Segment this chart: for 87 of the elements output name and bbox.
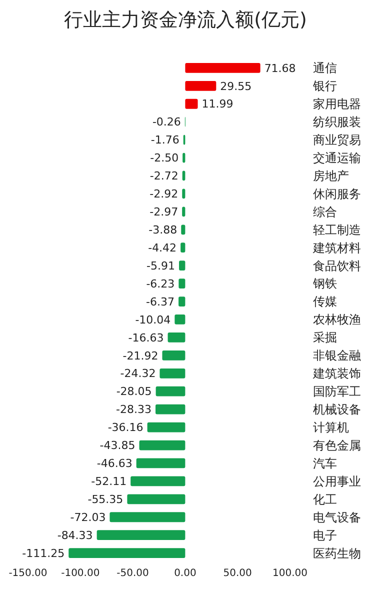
y-tick-label: 非银金融 xyxy=(313,348,361,363)
bar xyxy=(181,224,186,235)
data-label: -36.16 xyxy=(108,421,144,434)
y-tick-label: 计算机 xyxy=(313,420,349,434)
x-tick-label: 0.00 xyxy=(174,568,196,579)
y-tick-label: 建筑材料 xyxy=(312,240,361,255)
bar xyxy=(156,404,186,414)
data-label: -28.05 xyxy=(116,385,152,398)
bar xyxy=(110,512,186,522)
data-label: 11.99 xyxy=(202,98,234,111)
bar xyxy=(178,278,186,288)
bar xyxy=(156,386,186,396)
y-tick-label: 化工 xyxy=(313,492,337,506)
data-label: -2.92 xyxy=(150,188,178,201)
bar xyxy=(127,494,186,504)
bar xyxy=(162,350,186,360)
bar xyxy=(185,63,260,73)
data-label: -5.91 xyxy=(146,259,176,272)
data-label: -43.85 xyxy=(100,439,136,452)
data-label: -2.72 xyxy=(150,170,178,183)
bar xyxy=(185,80,216,91)
bar xyxy=(96,530,186,540)
data-label: -24.32 xyxy=(120,367,156,380)
bar xyxy=(68,548,186,558)
x-tick-label: 100.00 xyxy=(272,568,308,579)
x-tick-label: -100.00 xyxy=(61,568,100,579)
bar xyxy=(179,260,186,271)
bar xyxy=(136,458,186,468)
x-tick-label: -50.00 xyxy=(116,568,149,579)
data-label: -28.33 xyxy=(116,403,152,416)
data-label: -2.97 xyxy=(150,206,178,219)
x-tick-label: -150.00 xyxy=(8,568,48,579)
y-tick-label: 国防军工 xyxy=(313,384,361,399)
y-tick-label: 家用电器 xyxy=(313,97,361,112)
data-label: 71.68 xyxy=(264,62,296,75)
data-label: -0.26 xyxy=(152,116,181,129)
bar xyxy=(182,206,186,217)
y-tick-label: 汽车 xyxy=(313,456,337,470)
data-label: -16.63 xyxy=(128,331,164,344)
data-label: -84.33 xyxy=(57,528,93,542)
y-tick-label: 轻工制造 xyxy=(313,222,361,237)
bar xyxy=(180,242,186,253)
y-tick-label: 电气设备 xyxy=(313,510,361,524)
data-label: 29.55 xyxy=(220,80,252,93)
data-label: -55.35 xyxy=(88,493,124,506)
y-tick-label: 电子 xyxy=(313,528,337,542)
y-tick-label: 纺织服装 xyxy=(313,115,361,130)
y-tick-label: 农林牧渔 xyxy=(313,312,361,327)
bar xyxy=(174,314,186,324)
y-tick-label: 银行 xyxy=(312,79,337,94)
y-tick-label: 采掘 xyxy=(313,330,337,345)
data-label: -6.37 xyxy=(146,295,175,308)
data-label: -111.25 xyxy=(22,546,65,560)
y-tick-label: 食品饮料 xyxy=(313,258,361,273)
data-label: -1.76 xyxy=(150,134,180,147)
bar xyxy=(185,98,198,109)
data-label: -2.50 xyxy=(150,152,179,165)
y-tick-label: 公用事业 xyxy=(313,474,361,488)
y-tick-label: 通信 xyxy=(313,61,337,76)
data-label: -3.88 xyxy=(148,223,178,236)
bar xyxy=(182,188,186,199)
data-label: -4.42 xyxy=(148,241,177,254)
y-tick-label: 传媒 xyxy=(313,294,337,309)
y-tick-label: 交通运输 xyxy=(313,150,361,165)
bar xyxy=(160,368,186,378)
y-tick-label: 机械设备 xyxy=(313,402,361,417)
y-tick-label: 医药生物 xyxy=(313,546,361,560)
bar xyxy=(139,440,186,450)
data-label: -52.11 xyxy=(91,475,127,488)
y-tick-label: 商业贸易 xyxy=(313,133,361,148)
y-tick-label: 建筑装饰 xyxy=(312,366,361,381)
data-label: -6.23 xyxy=(146,277,175,290)
bar xyxy=(168,332,186,342)
chart-title: 行业主力资金净流入额(亿元) xyxy=(64,9,307,31)
data-label: -21.92 xyxy=(122,349,158,362)
data-label: -46.63 xyxy=(96,457,132,470)
y-tick-label: 有色金属 xyxy=(313,438,361,452)
bar xyxy=(178,296,186,306)
y-tick-label: 房地产 xyxy=(313,168,349,183)
y-tick-label: 钢铁 xyxy=(312,276,337,291)
bar xyxy=(147,422,186,432)
data-label: -72.03 xyxy=(70,510,106,524)
bar xyxy=(130,476,186,486)
y-tick-label: 综合 xyxy=(313,204,337,219)
data-label: -10.04 xyxy=(135,313,171,326)
y-tick-label: 休闲服务 xyxy=(313,186,361,201)
x-tick-label: 50.00 xyxy=(223,568,252,579)
